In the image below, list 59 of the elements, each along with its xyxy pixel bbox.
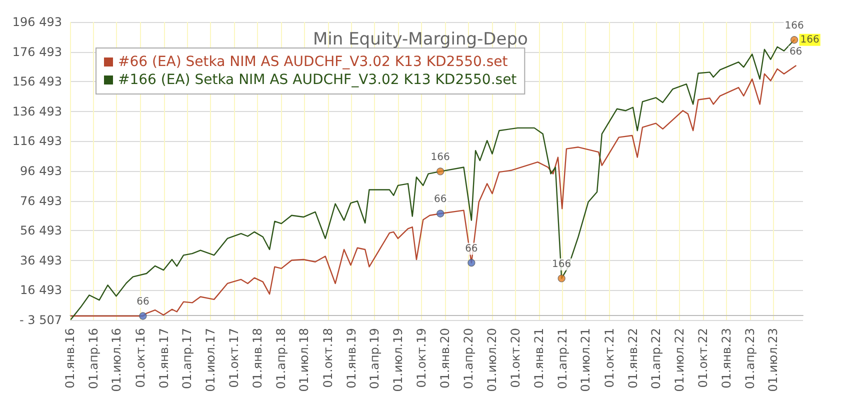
legend-label: #166 (EA) Setka NIM AS AUDCHF_V3.02 K13 KD2550.set (118, 72, 518, 88)
x-tick-label: 01.янв.23 (720, 328, 734, 388)
x-tick-label: 01.июл.17 (203, 328, 218, 392)
x-tick-label: 01.окт.20 (508, 328, 523, 388)
annotation: 166 (800, 34, 820, 46)
y-tick-label: - 3 507 (20, 313, 62, 327)
y-tick-label: 36 493 (20, 253, 62, 268)
y-tick-label: 76 493 (20, 194, 62, 208)
annotation: 66 (465, 243, 478, 254)
point (468, 258, 476, 267)
x-tick-label: 01.июл.16 (110, 328, 124, 392)
x-tick-label: 01.апр.21 (555, 328, 570, 389)
point (558, 274, 566, 282)
point (790, 36, 798, 44)
x-tick-label: 01.окт.16 (133, 328, 148, 388)
x-tick-label: 01.июл.20 (484, 328, 499, 392)
y-tick-label: 16 493 (20, 283, 62, 298)
y-tick-label: 56 493 (20, 224, 62, 238)
x-tick-label: 01.окт.19 (414, 328, 429, 388)
x-tick-label: 01.апр.19 (368, 328, 382, 389)
y-tick-label: 116 493 (12, 134, 62, 148)
annotation: 66 (789, 46, 802, 58)
x-tick-label: 01.апр.22 (649, 328, 664, 389)
x-tick-label: 01.окт.17 (227, 328, 242, 388)
x-tick-label: 01.окт.22 (696, 328, 710, 388)
x-tick-label: 01.янв.17 (157, 328, 171, 388)
x-tick-label: 01.июл.19 (390, 328, 405, 392)
x-tick-label: 01.июл.18 (297, 328, 312, 392)
x-tick-label: 01.янв.18 (250, 328, 265, 388)
x-tick-label: 01.июл.22 (672, 328, 686, 392)
annotation: 66 (434, 194, 447, 206)
x-tick-label: 01.апр.18 (274, 328, 288, 389)
annotation: 66 (136, 296, 150, 308)
annotation: 166 (784, 20, 804, 32)
x-tick-label: 01.июл.23 (766, 328, 780, 392)
point (436, 210, 444, 218)
x-tick-label: 01.янв.16 (63, 328, 77, 388)
y-tick-label: 156 493 (12, 74, 62, 89)
text: Min Equity-Marging-Depo (313, 30, 528, 50)
x-tick-label: 01.июл.21 (578, 328, 593, 392)
point (139, 312, 147, 320)
x-tick-label: 01.апр.23 (742, 328, 757, 389)
legend-label: #66 (EA) Setka NIM AS AUDCHF_V3.02 K13 KD2550.set (118, 54, 508, 70)
x-tick-label: 01.янв.19 (344, 328, 358, 388)
x-tick-label: 01.янв.22 (626, 328, 640, 388)
x-tick-label: 01.апр.20 (462, 328, 476, 389)
point (436, 168, 444, 176)
x-tick-label: 01.окт.18 (320, 328, 335, 388)
x-tick-label: 01.янв.21 (532, 328, 546, 388)
x-tick-label: 01.апр.17 (180, 328, 194, 389)
annotation: 166 (552, 258, 572, 270)
y-tick-label: 136 493 (12, 104, 62, 118)
annotation: 166 (430, 152, 450, 163)
x-tick-label: 01.апр.16 (86, 328, 100, 389)
y-tick-label: 176 493 (12, 44, 62, 59)
y-tick-label: 196 493 (12, 15, 62, 29)
x-tick-label: 01.янв.20 (438, 328, 452, 388)
y-tick-label: 96 493 (20, 164, 62, 178)
x-tick-label: 01.окт.21 (602, 328, 616, 388)
